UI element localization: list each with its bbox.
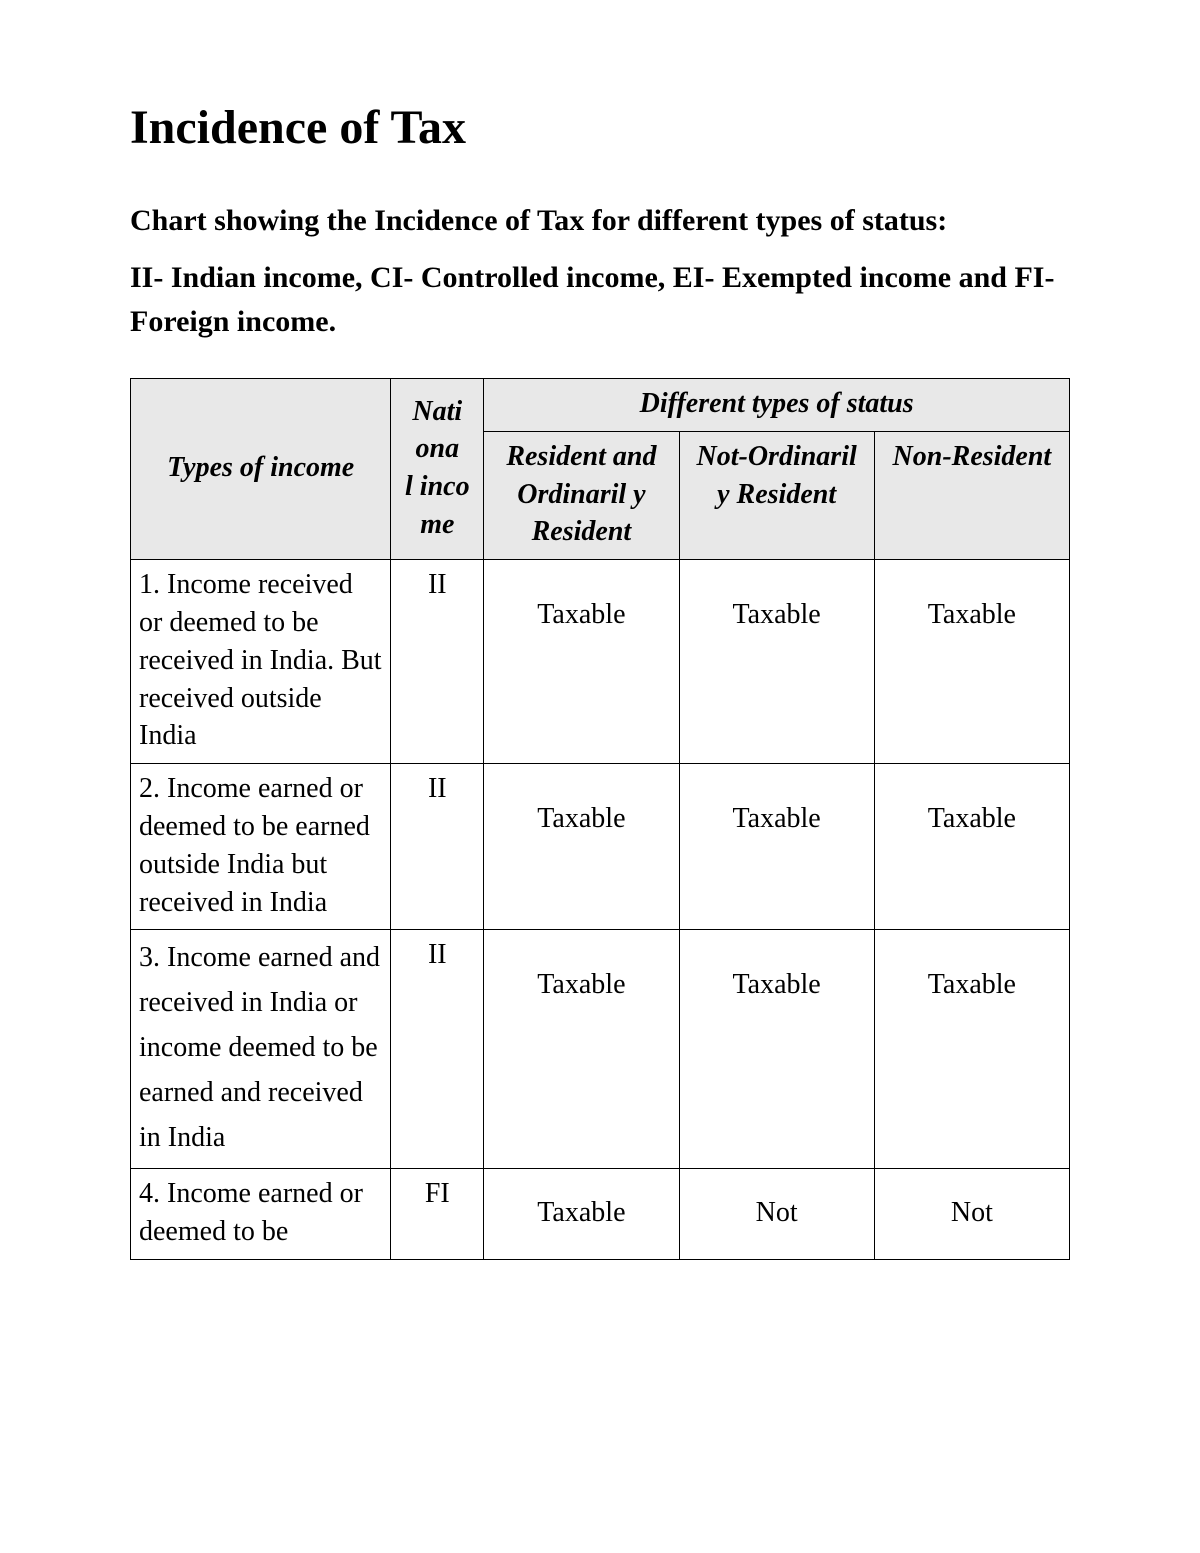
cell-national: II <box>391 764 484 930</box>
cell-national: FI <box>391 1169 484 1260</box>
th-national-income: Nati ona l inco me <box>391 379 484 560</box>
table-row: 1. Income received or deemed to be recei… <box>131 560 1070 764</box>
cell-national: II <box>391 560 484 764</box>
cell-type: 1. Income received or deemed to be recei… <box>131 560 391 764</box>
cell-type: 3. Income earned and received in India o… <box>131 930 391 1169</box>
table-row: 2. Income earned or deemed to be earned … <box>131 764 1070 930</box>
cell-resident: Taxable <box>484 764 679 930</box>
cell-not-ordinarily: Taxable <box>679 930 874 1169</box>
cell-non-resident: Taxable <box>874 764 1069 930</box>
cell-national: II <box>391 930 484 1169</box>
th-types-of-income: Types of income <box>131 379 391 560</box>
subtitle-text: Chart showing the Incidence of Tax for d… <box>130 195 1070 246</box>
table-header-row-1: Types of income Nati ona l inco me Diffe… <box>131 379 1070 432</box>
legend-text: II- Indian income, CI- Controlled income… <box>130 256 1070 343</box>
th-non-resident: Non-Resident <box>874 431 1069 559</box>
page-title: Incidence of Tax <box>130 100 1070 155</box>
th-status-group: Different types of status <box>484 379 1070 432</box>
cell-non-resident: Not <box>874 1169 1069 1260</box>
cell-non-resident: Taxable <box>874 560 1069 764</box>
table-row: 3. Income earned and received in India o… <box>131 930 1070 1169</box>
cell-type: 4. Income earned or deemed to be <box>131 1169 391 1260</box>
cell-not-ordinarily: Taxable <box>679 764 874 930</box>
document-page: Incidence of Tax Chart showing the Incid… <box>0 0 1200 1553</box>
cell-type: 2. Income earned or deemed to be earned … <box>131 764 391 930</box>
th-resident: Resident and Ordinaril y Resident <box>484 431 679 559</box>
incidence-table: Types of income Nati ona l inco me Diffe… <box>130 378 1070 1260</box>
cell-non-resident: Taxable <box>874 930 1069 1169</box>
cell-not-ordinarily: Not <box>679 1169 874 1260</box>
table-row: 4. Income earned or deemed to be FI Taxa… <box>131 1169 1070 1260</box>
th-not-ordinarily: Not-Ordinaril y Resident <box>679 431 874 559</box>
cell-not-ordinarily: Taxable <box>679 560 874 764</box>
cell-resident: Taxable <box>484 1169 679 1260</box>
cell-resident: Taxable <box>484 930 679 1169</box>
cell-resident: Taxable <box>484 560 679 764</box>
